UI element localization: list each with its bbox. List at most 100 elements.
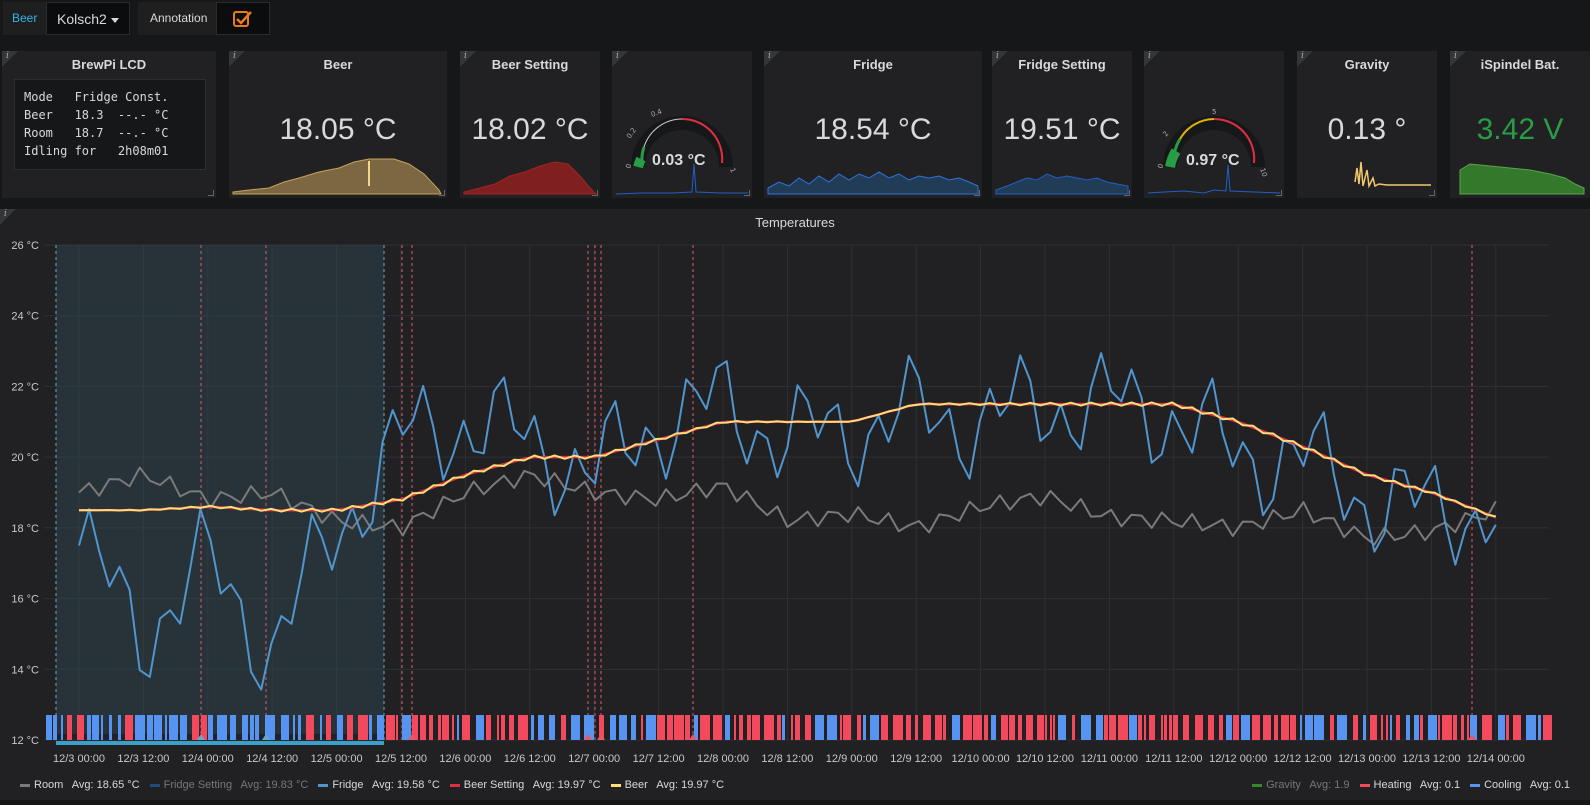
x-tick-label: 12/7 00:00 bbox=[568, 753, 620, 765]
legend-item[interactable]: Gravity Avg: 1.9 bbox=[1252, 779, 1350, 791]
panel-info-icon[interactable]: i bbox=[992, 51, 1008, 67]
chevron-down-icon bbox=[110, 17, 119, 23]
cooling-bar bbox=[1058, 715, 1066, 740]
legend-swatch bbox=[1359, 783, 1370, 787]
heating-bar bbox=[1506, 715, 1509, 740]
fridge-sparkline bbox=[767, 171, 979, 195]
cooling-bar bbox=[549, 715, 555, 740]
resize-handle[interactable] bbox=[1276, 190, 1282, 196]
y-tick-label: 24 °C bbox=[11, 311, 39, 323]
annotation-range-bar[interactable] bbox=[56, 741, 384, 745]
cooling-bar bbox=[531, 715, 534, 740]
cooling-bar bbox=[255, 715, 259, 740]
legend-label: Heating bbox=[1373, 779, 1412, 791]
annotation-marker[interactable] bbox=[584, 734, 592, 740]
resize-handle[interactable] bbox=[439, 190, 445, 196]
cooling-bar bbox=[694, 715, 698, 740]
series-line-fridge bbox=[78, 352, 1497, 691]
legend-swatch bbox=[449, 783, 460, 787]
resize-handle[interactable] bbox=[974, 190, 980, 196]
panel-info-icon[interactable]: i bbox=[764, 51, 780, 67]
panel-info-icon[interactable]: i bbox=[2, 51, 18, 67]
cooling-bar bbox=[250, 715, 254, 740]
resize-handle[interactable] bbox=[1124, 190, 1130, 196]
x-tick-label: 12/8 00:00 bbox=[697, 753, 749, 765]
heating-bar bbox=[1195, 715, 1203, 740]
heating-bar bbox=[840, 715, 842, 740]
legend-swatch bbox=[1470, 783, 1481, 787]
y-tick-label: 16 °C bbox=[11, 594, 39, 606]
cooling-bar bbox=[1428, 715, 1437, 740]
heating-bar bbox=[306, 715, 314, 740]
x-tick-label: 12/13 00:00 bbox=[1338, 753, 1396, 765]
legend-label: Room bbox=[34, 779, 64, 791]
annotation-region[interactable] bbox=[56, 245, 384, 734]
lcd-line: Mode Fridge Const. bbox=[24, 90, 169, 104]
annotation-marker[interactable] bbox=[408, 734, 416, 740]
resize-handle[interactable] bbox=[592, 190, 598, 196]
cooling-bar bbox=[154, 715, 162, 740]
heating-bar bbox=[509, 715, 514, 740]
legend-item[interactable]: Fridge Avg: 19.58 °C bbox=[318, 779, 440, 791]
beer-variable-value: Kolsch2 bbox=[57, 11, 107, 27]
resize-handle[interactable] bbox=[744, 190, 750, 196]
fridge-setting-panel: i Fridge Setting 19.51 °C bbox=[992, 51, 1132, 198]
cooling-bar bbox=[169, 715, 178, 740]
gauge-tick: 0 bbox=[1156, 163, 1165, 170]
panel-info-icon[interactable]: i bbox=[1450, 51, 1466, 67]
cooling-bar bbox=[610, 715, 616, 740]
heating-bar bbox=[1053, 715, 1055, 740]
cooling-bar bbox=[208, 715, 213, 740]
panel-info-icon[interactable]: i bbox=[1144, 51, 1160, 67]
heating-bar bbox=[777, 715, 781, 740]
resize-handle[interactable] bbox=[208, 190, 214, 196]
legend-item[interactable]: Cooling Avg: 0.1 bbox=[1470, 779, 1570, 791]
x-tick-label: 12/5 12:00 bbox=[375, 753, 427, 765]
legend-item[interactable]: Room Avg: 18.65 °C bbox=[20, 779, 140, 791]
gauge-tick: 2 bbox=[1161, 130, 1170, 139]
panel-title: BrewPi LCD bbox=[71, 57, 147, 72]
annotation-marker[interactable] bbox=[197, 734, 205, 740]
annotation-marker[interactable] bbox=[1468, 734, 1476, 740]
resize-handle[interactable] bbox=[1429, 190, 1435, 196]
beer-value: 18.05 °C bbox=[279, 113, 397, 146]
panel-title: Fridge bbox=[853, 57, 893, 72]
beer-variable-dropdown[interactable]: Kolsch2 bbox=[46, 2, 130, 35]
cooling-bar bbox=[87, 715, 91, 740]
legend-item[interactable]: Fridge Setting Avg: 19.83 °C bbox=[149, 779, 308, 791]
heating-bar bbox=[857, 715, 861, 740]
temperatures-chart[interactable]: 26 °C 24 °C 22 °C 20 °C 18 °C 16 °C 14 °C 12 °C… bbox=[0, 232, 1590, 792]
annotation-marker[interactable] bbox=[689, 734, 697, 740]
panel-info-icon[interactable]: i bbox=[460, 51, 476, 67]
legend-item[interactable]: Beer Avg: 19.97 °C bbox=[610, 779, 724, 791]
heating-bar bbox=[747, 715, 751, 740]
legend-item[interactable]: Beer Setting Avg: 19.97 °C bbox=[449, 779, 601, 791]
panel-info-icon[interactable]: i bbox=[229, 51, 245, 67]
annotation-checkbox[interactable] bbox=[216, 2, 270, 35]
annotation-marker[interactable] bbox=[262, 734, 270, 740]
panel-info-icon[interactable]: i bbox=[612, 51, 628, 67]
legend-label: Beer Setting bbox=[463, 779, 525, 791]
beer-setting-value: 18.02 °C bbox=[471, 113, 589, 146]
cooling-bar bbox=[402, 715, 411, 740]
x-tick-label: 12/11 12:00 bbox=[1145, 753, 1202, 765]
x-tick-label: 12/4 00:00 bbox=[182, 753, 234, 765]
cooling-bar bbox=[1337, 715, 1347, 740]
heating-bar bbox=[1104, 715, 1108, 740]
gauge-tick: 0 bbox=[624, 163, 633, 170]
panel-info-icon[interactable]: i bbox=[0, 209, 16, 225]
heating-bar bbox=[1018, 715, 1022, 740]
legend-stat: Avg: 0.1 bbox=[1417, 779, 1461, 791]
cooling-bar bbox=[1470, 715, 1477, 740]
annotation-marker[interactable] bbox=[597, 734, 605, 740]
cooling-bar bbox=[1314, 715, 1324, 740]
panel-info-icon[interactable]: i bbox=[1297, 51, 1313, 67]
x-tick-label: 12/4 12:00 bbox=[246, 753, 298, 765]
legend-item[interactable]: Heating Avg: 0.1 bbox=[1359, 779, 1461, 791]
gauge-tick: 5 bbox=[1212, 108, 1216, 116]
heating-bar bbox=[893, 715, 903, 740]
heating-bar bbox=[497, 715, 499, 740]
heating-bar bbox=[125, 715, 133, 740]
x-tick-label: 12/8 12:00 bbox=[761, 753, 813, 765]
heating-bar bbox=[943, 715, 946, 740]
